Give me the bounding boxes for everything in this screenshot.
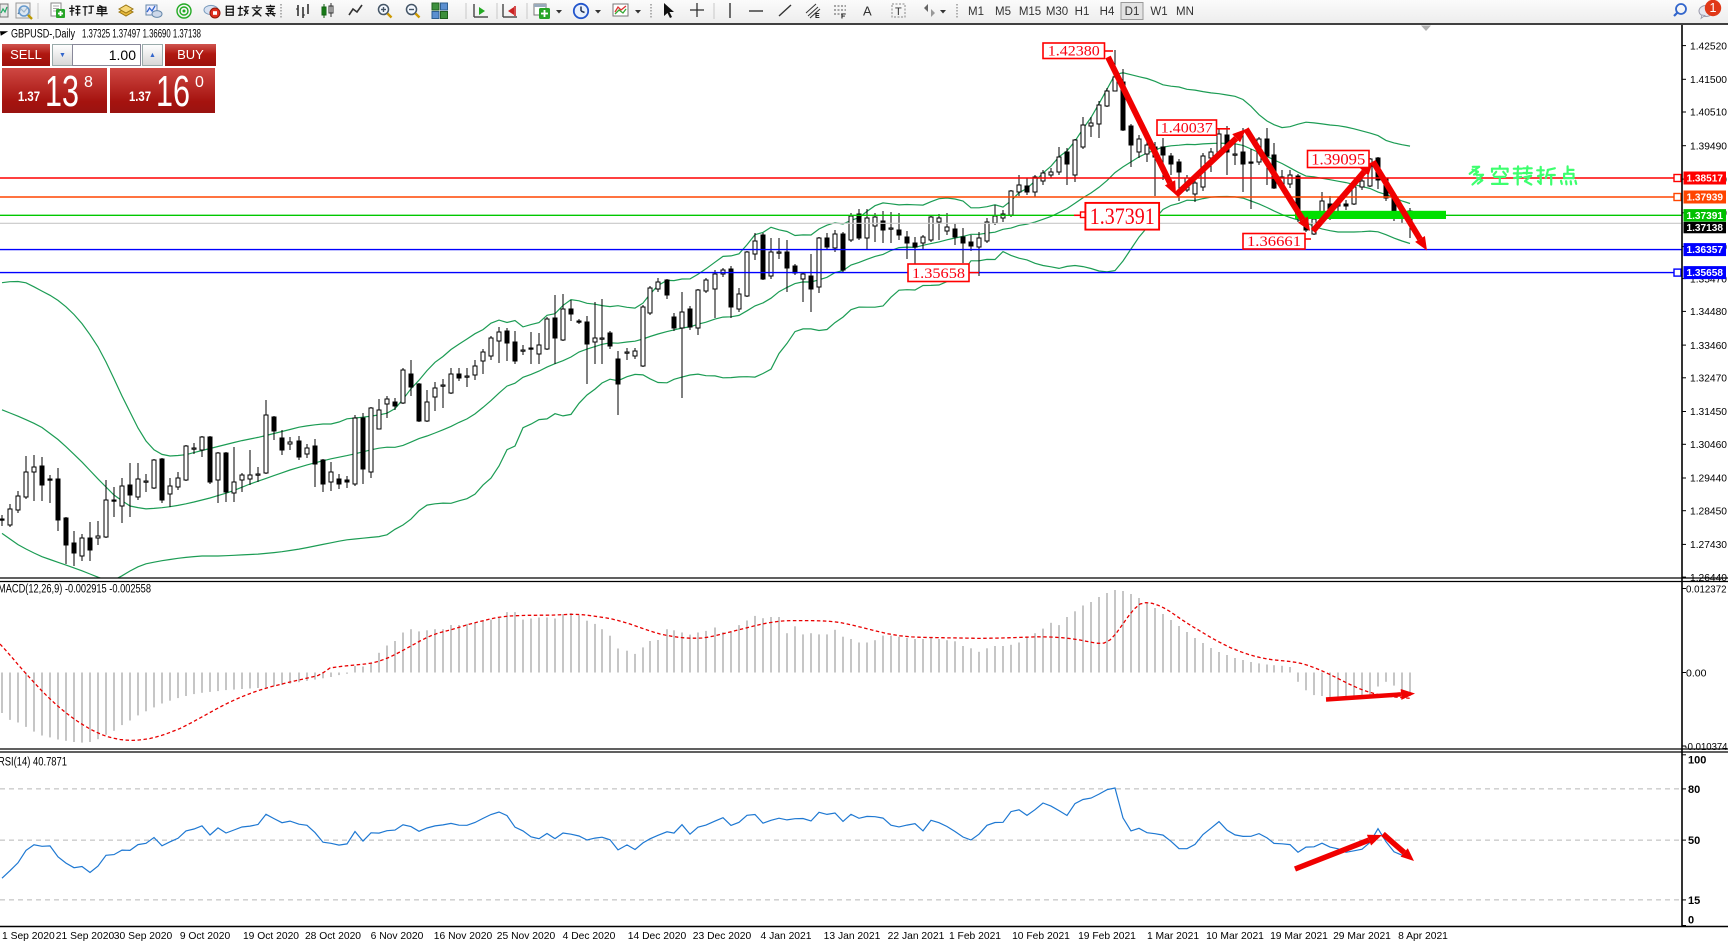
svg-text:1.37391: 1.37391 <box>1687 210 1724 222</box>
svg-text:29 Mar 2021: 29 Mar 2021 <box>1333 931 1391 942</box>
svg-text:F: F <box>841 14 846 21</box>
svg-text:GBPUSD-,Daily: GBPUSD-,Daily <box>11 28 75 40</box>
svg-text:1.32470: 1.32470 <box>1690 373 1727 385</box>
svg-text:M5: M5 <box>995 6 1011 18</box>
svg-text:4 Dec 2020: 4 Dec 2020 <box>563 931 616 942</box>
svg-text:1.37: 1.37 <box>129 88 151 104</box>
svg-text:M15: M15 <box>1019 6 1041 18</box>
svg-text:21 Sep 2020: 21 Sep 2020 <box>56 931 115 942</box>
svg-text:1.36357: 1.36357 <box>1687 244 1724 256</box>
svg-text:1.39490: 1.39490 <box>1690 140 1727 152</box>
svg-text:30 Sep 2020: 30 Sep 2020 <box>114 931 173 942</box>
svg-text:25 Nov 2020: 25 Nov 2020 <box>497 931 556 942</box>
svg-text:1.37391: 1.37391 <box>1090 204 1155 229</box>
svg-text:T: T <box>895 6 902 18</box>
svg-text:1.37: 1.37 <box>18 88 40 104</box>
svg-text:0: 0 <box>195 74 204 91</box>
svg-text:A: A <box>863 4 872 19</box>
svg-text:0.012372: 0.012372 <box>1686 584 1727 596</box>
svg-text:1.30460: 1.30460 <box>1690 439 1727 451</box>
svg-text:1: 1 <box>1710 1 1717 15</box>
svg-text:23 Dec 2020: 23 Dec 2020 <box>693 931 752 942</box>
svg-text:MACD(12,26,9) -0.002915 -0.002: MACD(12,26,9) -0.002915 -0.002558 <box>0 584 151 596</box>
svg-text:1.26440: 1.26440 <box>1690 572 1727 584</box>
svg-text:1.38517: 1.38517 <box>1687 173 1724 185</box>
svg-text:1.31450: 1.31450 <box>1690 406 1727 418</box>
svg-text:9 Oct 2020: 9 Oct 2020 <box>180 931 231 942</box>
svg-text:-0.010374: -0.010374 <box>1685 741 1728 753</box>
svg-text:13: 13 <box>45 68 79 113</box>
svg-text:8: 8 <box>84 74 93 91</box>
svg-text:1 Feb 2021: 1 Feb 2021 <box>949 931 1001 942</box>
svg-text:1.29440: 1.29440 <box>1690 473 1727 485</box>
svg-text:1.41500: 1.41500 <box>1690 74 1727 86</box>
svg-text:6 Nov 2020: 6 Nov 2020 <box>371 931 424 942</box>
svg-text:10 Feb 2021: 10 Feb 2021 <box>1012 931 1070 942</box>
svg-text:1.40510: 1.40510 <box>1690 107 1727 119</box>
svg-text:0.00: 0.00 <box>1686 667 1707 679</box>
svg-text:50: 50 <box>1688 835 1700 847</box>
svg-text:1.42380: 1.42380 <box>1048 44 1100 60</box>
svg-text:0: 0 <box>1688 914 1694 926</box>
svg-text:D1: D1 <box>1125 6 1140 18</box>
svg-text:1.36661: 1.36661 <box>1247 234 1301 250</box>
svg-text:M1: M1 <box>968 6 984 18</box>
svg-text:M30: M30 <box>1046 6 1068 18</box>
svg-text:14 Dec 2020: 14 Dec 2020 <box>628 931 687 942</box>
svg-text:W1: W1 <box>1150 6 1167 18</box>
svg-text:16 Nov 2020: 16 Nov 2020 <box>434 931 493 942</box>
svg-text:19 Feb 2021: 19 Feb 2021 <box>1078 931 1136 942</box>
svg-text:22 Jan 2021: 22 Jan 2021 <box>888 931 945 942</box>
svg-text:19 Mar 2021: 19 Mar 2021 <box>1270 931 1328 942</box>
svg-text:H1: H1 <box>1075 6 1090 18</box>
svg-text:1.37138: 1.37138 <box>1687 222 1724 234</box>
svg-text:MN: MN <box>1176 6 1194 18</box>
svg-text:1 Sep 2020: 1 Sep 2020 <box>2 931 55 942</box>
svg-text:E: E <box>815 13 820 20</box>
svg-text:1.42520: 1.42520 <box>1690 40 1727 52</box>
svg-text:1.39095: 1.39095 <box>1311 151 1365 168</box>
svg-text:1.27430: 1.27430 <box>1690 539 1727 551</box>
svg-text:10 Mar 2021: 10 Mar 2021 <box>1206 931 1264 942</box>
svg-text:RSI(14) 40.7871: RSI(14) 40.7871 <box>0 757 67 769</box>
svg-text:H4: H4 <box>1100 6 1115 18</box>
svg-text:16: 16 <box>156 68 190 113</box>
svg-text:1.35658: 1.35658 <box>912 266 965 282</box>
svg-text:1.28450: 1.28450 <box>1690 505 1727 517</box>
svg-text:1.40037: 1.40037 <box>1161 121 1213 137</box>
svg-text:28 Oct 2020: 28 Oct 2020 <box>305 931 361 942</box>
svg-text:15: 15 <box>1688 895 1700 907</box>
svg-text:19 Oct 2020: 19 Oct 2020 <box>243 931 299 942</box>
svg-text:8 Apr 2021: 8 Apr 2021 <box>1398 931 1448 942</box>
svg-text:1 Mar 2021: 1 Mar 2021 <box>1147 931 1199 942</box>
svg-text:1.37939: 1.37939 <box>1687 192 1724 204</box>
svg-text:13 Jan 2021: 13 Jan 2021 <box>824 931 881 942</box>
svg-text:4 Jan 2021: 4 Jan 2021 <box>761 931 812 942</box>
svg-text:1.33460: 1.33460 <box>1690 340 1727 352</box>
svg-text:100: 100 <box>1688 754 1706 766</box>
svg-text:1.34480: 1.34480 <box>1690 306 1727 318</box>
svg-text:80: 80 <box>1688 784 1700 796</box>
svg-text:1.35658: 1.35658 <box>1687 267 1724 279</box>
svg-text:1.37325 1.37497 1.36690 1.3713: 1.37325 1.37497 1.36690 1.37138 <box>82 28 201 40</box>
